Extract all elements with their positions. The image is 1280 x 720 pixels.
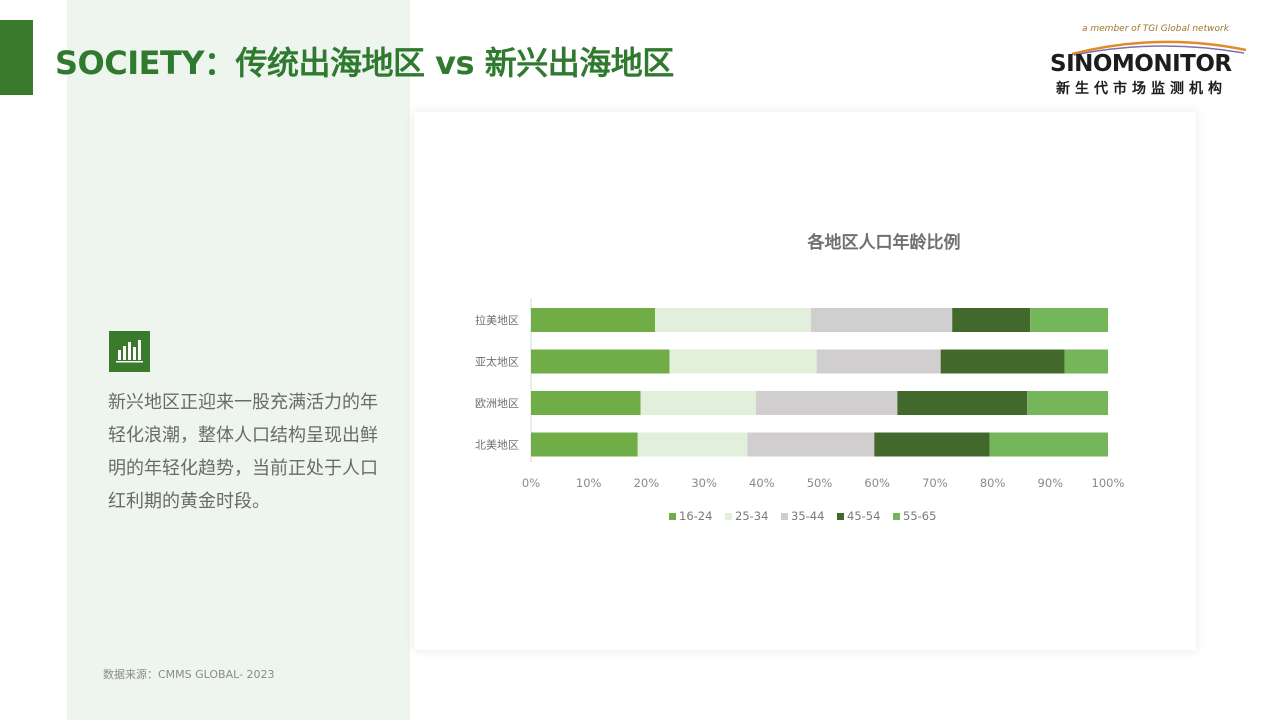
bar-segment-35-44-2 [816, 349, 941, 374]
legend-swatch-45-54 [837, 513, 844, 520]
logo-name: SINOMONITOR [1050, 51, 1232, 77]
chart-card: 各地区人口年龄比例拉美地区亚太地区欧洲地区北美地区 0% 10% 20% 30% 40% 5… [414, 112, 1196, 650]
legend-label-55-65: 55-65 [903, 509, 936, 523]
x-tick-label-6: 50% [807, 476, 833, 490]
bar-chart-icon [109, 331, 150, 372]
legend-swatch-16-24 [669, 513, 676, 520]
x-tick-label-7: 60% [864, 476, 890, 490]
legend-swatch-25-34 [725, 513, 732, 520]
bar-segment-25-34-3 [640, 391, 757, 415]
bar-segment-45-54-3 [897, 391, 1028, 415]
x-tick-label-3: 20% [634, 476, 660, 490]
bar-segment-55-65-3 [1027, 391, 1108, 415]
bar-segment-45-54-2 [940, 349, 1065, 374]
bar-segment-16-24-2 [531, 349, 670, 374]
bar-segment-16-24-1 [531, 308, 656, 332]
chart-title: 各地区人口年龄比例 [807, 232, 961, 253]
legend-label-16-24: 16-24 [679, 509, 712, 523]
legend-label-45-54: 45-54 [847, 509, 880, 523]
bar-segment-35-44-4 [747, 432, 875, 457]
x-tick-label-8: 70% [922, 476, 948, 490]
bar-segment-35-44-1 [810, 308, 953, 332]
logo-cn-name: 新生代市场监测机构 [1056, 81, 1227, 97]
bar-segment-55-65-4 [989, 432, 1108, 457]
sinomonitor-logo: a member of TGI Global network SINOMONIT… [1048, 16, 1253, 100]
x-tick-label-9: 80% [980, 476, 1006, 490]
bar-segment-55-65-2 [1064, 349, 1108, 374]
category-label-2: 亚太地区 [475, 356, 519, 369]
legend-label-35-44: 35-44 [791, 509, 824, 523]
category-label-4: 北美地区 [475, 439, 519, 452]
legend-label-25-34: 25-34 [735, 509, 768, 523]
bar-segment-25-34-2 [669, 349, 817, 374]
bar-segment-55-65-1 [1030, 308, 1108, 332]
bar-segment-25-34-1 [655, 308, 811, 332]
data-source: 数据来源：CMMS GLOBAL- 2023 [103, 668, 275, 681]
legend-swatch-35-44 [781, 513, 788, 520]
title-accent-bar [0, 20, 33, 95]
logo-arc-icon [1071, 40, 1247, 56]
bar-segment-35-44-3 [756, 391, 898, 415]
x-tick-label-5: 40% [749, 476, 775, 490]
bar-segment-16-24-4 [531, 432, 638, 457]
bar-segment-45-54-1 [952, 308, 1031, 332]
bar-segment-45-54-4 [874, 432, 990, 457]
bar-segment-16-24-3 [531, 391, 641, 415]
legend-swatch-55-65 [893, 513, 900, 520]
x-tick-label-2: 10% [576, 476, 602, 490]
page-title: SOCIETY：传统出海地区 vs 新兴出海地区 [55, 44, 674, 82]
x-tick-label-4: 30% [691, 476, 717, 490]
x-tick-label-1: 0% [522, 476, 540, 490]
logo-network-text: a member of TGI Global network [1082, 24, 1229, 34]
category-label-3: 欧洲地区 [475, 397, 519, 410]
category-label-1: 拉美地区 [475, 313, 519, 327]
x-tick-label-11: 100% [1092, 476, 1125, 490]
x-tick-label-10: 90% [1038, 476, 1064, 490]
summary-text: 新兴地区正迎来一股充满活力的年轻化浪潮，整体人口结构呈现出鲜明的年轻化趋势，当前… [108, 392, 378, 512]
bar-segment-25-34-4 [637, 432, 748, 457]
